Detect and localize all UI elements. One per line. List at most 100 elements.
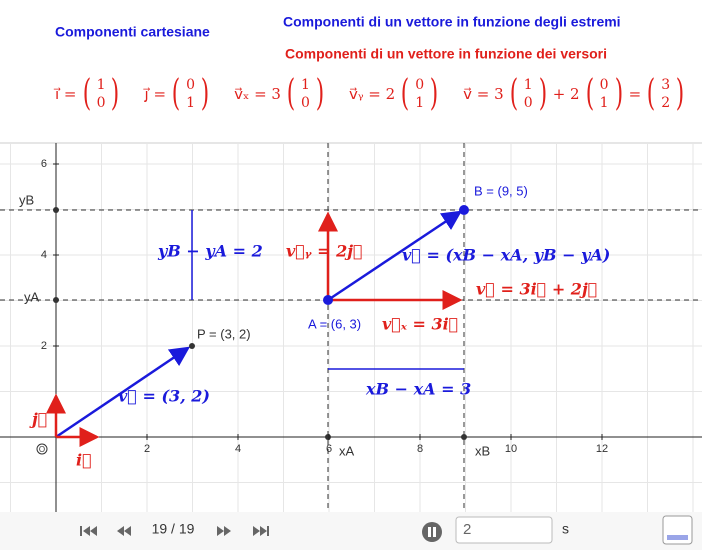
- vector-entry: 1: [523, 77, 533, 93]
- paren: (: [585, 73, 594, 114]
- label: yB − yA = 2: [157, 242, 263, 261]
- x-tick-label: 6: [326, 443, 332, 455]
- formula: j⃗ =(0 1): [145, 76, 213, 112]
- prev-button[interactable]: [117, 526, 131, 536]
- vector-entry: 1: [96, 77, 106, 93]
- label: B = (9, 5): [474, 183, 528, 198]
- label: xB − xA = 3: [365, 380, 471, 399]
- player-controls: [80, 526, 269, 536]
- point: [189, 343, 195, 349]
- label: v⃗ₓ = 3i⃗: [382, 315, 458, 334]
- paren: ): [538, 73, 547, 114]
- paren: ): [315, 73, 325, 114]
- y-tick-label: 4: [41, 249, 47, 261]
- formula: v⃗ = 3(1 0) + 2(0 1) =(3 2): [463, 76, 687, 112]
- vector-entry: 0: [96, 95, 106, 111]
- paren: (: [509, 73, 518, 114]
- label: i⃗: [76, 451, 92, 470]
- algebra-icon: [667, 535, 688, 540]
- label: v⃗ᵧ = 2j⃗: [286, 242, 363, 261]
- formula: v⃗ₓ = 3(1 0): [234, 76, 327, 112]
- vector-entry: 0: [599, 77, 609, 93]
- origin-label: O: [39, 445, 45, 454]
- formula-text: v⃗ᵧ = 2: [348, 85, 396, 103]
- paren: ): [429, 73, 439, 114]
- formula: i⃗ =(1 0): [55, 76, 123, 112]
- paren: ): [675, 73, 685, 114]
- vector-entry: 0: [186, 77, 196, 93]
- x-tick-label: 10: [505, 443, 517, 455]
- pause-icon: [433, 527, 436, 537]
- point: [461, 434, 467, 440]
- pause-button[interactable]: [422, 522, 442, 542]
- slide-counter: 19 / 19: [152, 521, 195, 537]
- label: xB: [475, 443, 490, 458]
- vector-entry: 1: [186, 95, 196, 111]
- point-a: [323, 295, 333, 305]
- paren: (: [171, 73, 181, 114]
- point: [53, 297, 59, 303]
- title: Componenti di un vettore in funzione deg…: [283, 14, 621, 30]
- formula-text: + 2: [552, 85, 580, 103]
- x-tick-label: 2: [144, 443, 150, 455]
- vector-op: [55, 346, 191, 439]
- x-tick-label: 4: [235, 443, 241, 455]
- pause-icon: [428, 527, 431, 537]
- origin-mark: [36, 443, 48, 455]
- formula-row: i⃗ =(1 0) j⃗ =(0 1) v⃗ₓ = 3(1 0) v⃗ᵧ = 2(0 1) v⃗…: [55, 76, 687, 112]
- paren: (: [646, 73, 656, 114]
- formula: v⃗ᵧ = 2(0 1): [349, 76, 441, 112]
- toolbar: [0, 512, 702, 550]
- formula-text: v⃗ₓ = 3: [234, 85, 281, 103]
- speed-value: 2: [463, 521, 471, 538]
- label: j⃗: [29, 410, 47, 429]
- first-button[interactable]: [80, 526, 97, 536]
- formula-text: i⃗ =: [55, 85, 77, 103]
- point: [325, 434, 331, 440]
- label: v⃗ = (3, 2): [118, 387, 210, 406]
- label: P = (3, 2): [197, 326, 251, 341]
- paren: ): [614, 73, 623, 114]
- label: A = (6, 3): [308, 316, 361, 331]
- x-tick-label: 12: [596, 443, 608, 455]
- label: v⃗ = 3i⃗ + 2j⃗: [476, 280, 597, 299]
- y-tick-label: 2: [41, 340, 47, 352]
- vector-ab: [327, 210, 463, 302]
- paren: (: [400, 73, 410, 114]
- label: yA: [24, 289, 40, 304]
- paren: ): [200, 73, 210, 114]
- vector-entry: 1: [301, 77, 310, 93]
- label: yB: [19, 192, 34, 207]
- y-tick-label: 6: [41, 158, 47, 170]
- formula-text: =: [628, 85, 642, 103]
- formula-text: v⃗ = 3: [463, 85, 504, 103]
- ticks: 2 4 6 8 10 12 2 4 6: [41, 158, 608, 455]
- next-button[interactable]: [217, 526, 231, 536]
- vector-entry: 0: [523, 95, 533, 111]
- label: v⃗ = (xB − xA, yB − yA): [402, 246, 610, 265]
- paren: (: [82, 73, 91, 114]
- point: [53, 207, 59, 213]
- paren: (: [286, 73, 296, 114]
- speed-input[interactable]: [455, 516, 553, 544]
- last-button[interactable]: [253, 526, 269, 536]
- x-tick-label: 8: [417, 443, 423, 455]
- point-b: [459, 205, 469, 215]
- vector-entry: 1: [599, 95, 609, 111]
- vector-entry: 0: [301, 95, 310, 111]
- title: Componenti cartesiane: [55, 24, 210, 40]
- vector-entry: 2: [661, 95, 671, 111]
- paren: ): [111, 73, 120, 114]
- formula-text: j⃗ =: [144, 85, 167, 103]
- speed-unit: s: [562, 521, 569, 537]
- vector-entry: 3: [661, 77, 671, 93]
